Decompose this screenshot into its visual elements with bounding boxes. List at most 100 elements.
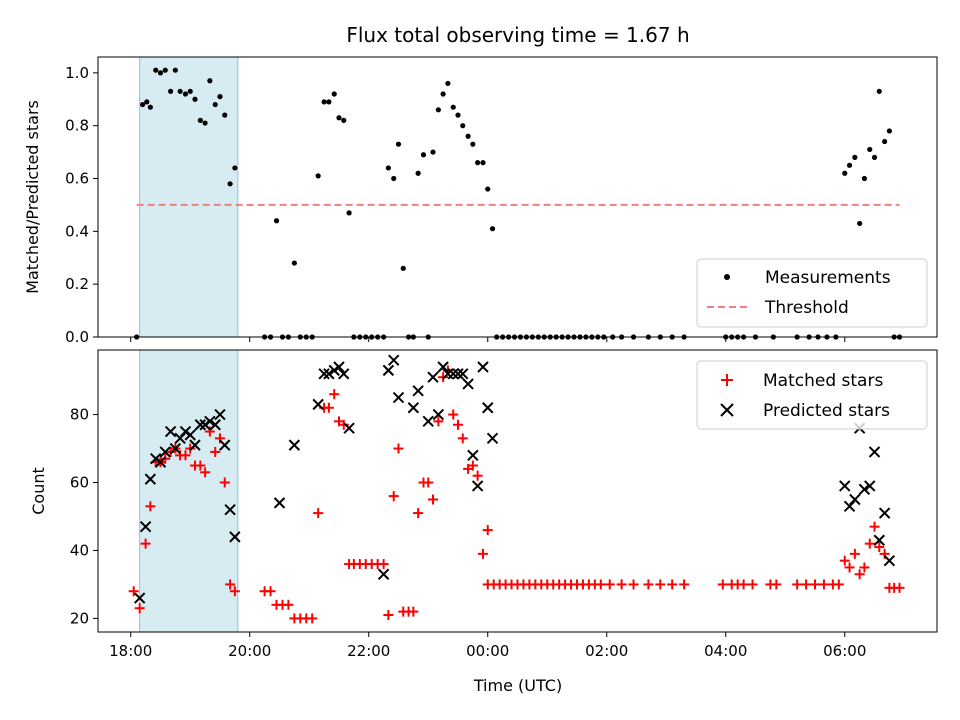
measurement-point xyxy=(400,265,406,271)
measurement-point xyxy=(202,120,208,126)
predicted-star-point xyxy=(858,483,871,496)
predicted-star-point xyxy=(273,497,286,509)
predicted-star-point xyxy=(422,415,434,428)
predicted-star-point xyxy=(873,534,885,546)
predicted-star-point xyxy=(164,425,177,438)
predicted-star-point xyxy=(333,361,345,373)
matched-star-point xyxy=(839,555,850,566)
measurement-point xyxy=(852,154,858,160)
matched-star-point xyxy=(679,579,690,590)
predicted-star-point xyxy=(154,456,167,468)
measurement-point xyxy=(876,88,882,94)
legend-predicted-marker xyxy=(720,403,734,417)
predicted-star-point xyxy=(343,422,355,434)
measurement-point xyxy=(162,67,168,73)
measurement-point xyxy=(291,260,297,266)
measurement-point xyxy=(385,165,391,171)
measurement-point xyxy=(489,226,496,232)
measurement-point xyxy=(455,112,461,118)
matched-star-point xyxy=(859,562,870,573)
measurement-point xyxy=(192,96,198,102)
matched-star-point xyxy=(467,460,478,471)
measurement-point xyxy=(177,88,183,94)
matched-star-point xyxy=(628,579,639,590)
predicted-star-point xyxy=(477,361,489,373)
measurement-point xyxy=(147,104,153,110)
predicted-star-point xyxy=(144,473,157,485)
measurement-point xyxy=(273,218,280,224)
matched-star-point xyxy=(307,613,318,624)
top-y-tick-label: 0.8 xyxy=(65,117,89,135)
predicted-star-point xyxy=(407,402,420,414)
x-tick-label: 06:00 xyxy=(823,642,866,660)
matched-star-point xyxy=(894,582,905,593)
top-y-tick-label: 0.2 xyxy=(65,275,89,293)
matched-star-point xyxy=(747,579,758,590)
matched-star-point xyxy=(810,579,821,590)
measurement-point xyxy=(886,128,892,134)
predicted-star-points xyxy=(133,354,896,604)
measurement-point xyxy=(153,67,159,73)
measurement-point xyxy=(842,170,848,176)
measurement-point xyxy=(420,152,427,158)
measurement-point xyxy=(336,115,342,121)
measurement-point xyxy=(222,112,228,118)
measurement-point xyxy=(341,117,347,123)
x-tick-label: 22:00 xyxy=(347,642,390,660)
predicted-star-point xyxy=(174,432,186,445)
predicted-star-point xyxy=(204,415,216,428)
legend-measurements-label: Measurements xyxy=(765,268,891,288)
measurement-point xyxy=(157,70,164,76)
measurement-point xyxy=(217,94,223,100)
predicted-star-point xyxy=(452,368,464,380)
measurement-point xyxy=(857,220,863,227)
predicted-star-point xyxy=(229,531,241,543)
x-tick-label: 18:00 xyxy=(109,642,152,660)
measurement-point xyxy=(465,133,471,139)
measurement-point xyxy=(207,78,213,84)
predicted-star-point xyxy=(209,419,221,431)
matched-star-point xyxy=(283,599,294,610)
matched-star-point xyxy=(128,586,139,597)
legend-matched-marker xyxy=(721,374,733,386)
predicted-star-point xyxy=(338,368,350,380)
top-legend-box xyxy=(696,258,928,328)
measurement-point xyxy=(861,175,868,182)
predicted-star-point xyxy=(427,371,439,383)
predicted-star-point xyxy=(462,378,474,390)
predicted-star-point xyxy=(382,364,395,377)
measurement-point xyxy=(187,88,193,94)
bottom-legend: Matched stars Predicted stars xyxy=(696,360,928,430)
measurement-point xyxy=(450,104,456,110)
matched-star-point xyxy=(265,586,276,597)
measurement-point xyxy=(227,181,233,187)
predicted-star-point xyxy=(868,446,881,458)
measurement-point xyxy=(315,173,321,179)
matched-star-point xyxy=(864,538,875,549)
matched-star-point xyxy=(423,477,434,488)
predicted-star-point xyxy=(214,408,226,421)
matched-star-point xyxy=(329,389,340,400)
measurement-point xyxy=(182,91,189,97)
predicted-star-point xyxy=(471,480,484,492)
matched-star-point xyxy=(433,416,444,427)
measurement-point xyxy=(460,123,466,129)
bottom-x-ticks: 18:00 20:00 22:00 00:00 02:00 04:00 06:00 xyxy=(109,632,866,660)
predicted-star-point xyxy=(447,368,459,380)
measurement-point xyxy=(440,91,446,97)
predicted-star-point xyxy=(184,429,196,441)
legend-matched-label: Matched stars xyxy=(763,371,883,391)
predicted-star-point xyxy=(194,419,207,431)
top-axes-frame xyxy=(97,56,938,338)
measurement-point xyxy=(172,67,178,73)
bottom-panel: 20 40 60 80 18:00 20:00 22:00 00:00 02:00 04:00 0… xyxy=(29,349,938,695)
measurement-point xyxy=(485,186,491,192)
measurement-point xyxy=(445,80,451,87)
matched-star-point xyxy=(200,467,211,478)
predicted-star-point xyxy=(412,385,424,397)
top-y-axis-label: Matched/Predicted stars xyxy=(23,100,42,294)
matched-star-point xyxy=(771,579,782,590)
x-tick-label: 04:00 xyxy=(704,642,747,660)
matched-star-point xyxy=(818,579,829,590)
measurement-point xyxy=(867,146,873,153)
